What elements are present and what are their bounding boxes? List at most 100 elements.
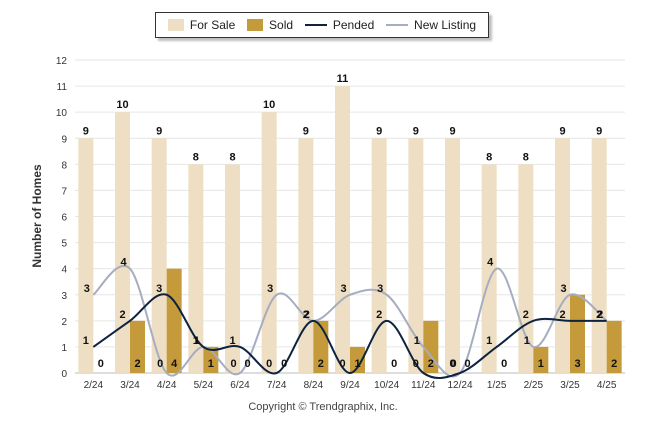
y-tick-label: 3 <box>61 291 67 302</box>
data-label-for-sale: 9 <box>596 125 602 137</box>
legend: For Sale Sold Pended New Listing <box>155 12 489 38</box>
data-label-pended: 0 <box>266 358 272 370</box>
bar-for-sale <box>188 164 204 373</box>
bar-sold <box>533 346 549 373</box>
y-tick-label: 9 <box>61 134 67 145</box>
x-tick-label: 4/24 <box>157 380 177 391</box>
data-label-pended: 0 <box>413 358 419 370</box>
data-label-sold: 2 <box>611 358 617 370</box>
data-label-sold: 0 <box>281 358 287 370</box>
data-label-pended: 1 <box>486 335 492 347</box>
data-label-pended: 2 <box>303 309 309 321</box>
data-label-new-listing: 4 <box>120 257 127 269</box>
y-tick-label: 11 <box>57 82 68 93</box>
data-label-for-sale: 9 <box>156 125 162 137</box>
data-label-pended: 1 <box>229 335 235 347</box>
data-label-pended: 3 <box>156 283 162 295</box>
bar-for-sale <box>335 86 350 373</box>
data-label-new-listing: 0 <box>450 358 456 370</box>
data-label-new-listing: 3 <box>340 283 346 295</box>
y-tick-label: 10 <box>56 108 68 119</box>
data-label-for-sale: 10 <box>263 99 275 111</box>
data-label-for-sale: 10 <box>116 99 128 111</box>
y-tick-label: 1 <box>61 343 67 354</box>
x-tick-label: 2/24 <box>84 380 104 391</box>
legend-label-new-listing: New Listing <box>414 18 477 32</box>
y-tick-label: 6 <box>61 213 67 224</box>
data-label-pended: 0 <box>339 358 345 370</box>
x-tick-label: 1/25 <box>487 380 507 391</box>
data-label-sold: 2 <box>134 358 140 370</box>
data-label-pended: 1 <box>83 335 89 347</box>
bar-for-sale <box>115 112 130 374</box>
bar-for-sale <box>518 164 534 373</box>
data-label-pended: 0 <box>449 358 455 370</box>
data-label-sold: 4 <box>171 358 178 370</box>
series-line-pended <box>92 293 607 379</box>
legend-item-new-listing[interactable]: New Listing <box>386 18 476 32</box>
data-label-new-listing: 1 <box>194 335 200 347</box>
data-label-pended: 2 <box>596 309 602 321</box>
x-tick-label: 6/24 <box>230 380 250 391</box>
data-label-new-listing: 3 <box>377 283 383 295</box>
data-label-for-sale: 8 <box>229 151 235 163</box>
data-label-sold: 1 <box>354 358 360 370</box>
data-label-new-listing: 4 <box>487 257 494 269</box>
bar-for-sale <box>261 112 277 374</box>
data-label-new-listing: 3 <box>84 283 90 295</box>
data-label-for-sale: 9 <box>559 125 565 137</box>
bar-for-sale <box>151 138 167 373</box>
y-tick-label: 5 <box>61 239 67 250</box>
data-label-for-sale: 9 <box>413 125 419 137</box>
data-label-sold: 0 <box>391 358 397 370</box>
data-label-for-sale: 9 <box>303 125 309 137</box>
data-label-sold: 1 <box>208 358 214 370</box>
x-tick-label: 7/24 <box>267 380 287 391</box>
bar-for-sale <box>298 138 314 373</box>
copyright-footer: Copyright © Trendgraphix, Inc. <box>248 401 398 413</box>
bar-sold <box>166 268 182 373</box>
data-label-sold: 0 <box>98 358 104 370</box>
y-tick-label: 4 <box>61 265 67 276</box>
bar-for-sale <box>78 138 94 373</box>
x-tick-label: 3/24 <box>120 380 140 391</box>
data-label-pended: 2 <box>119 309 125 321</box>
bar-for-sale <box>481 164 497 373</box>
legend-item-sold[interactable]: Sold <box>247 18 293 32</box>
legend-label-for-sale: For Sale <box>189 18 236 32</box>
y-tick-label: 7 <box>61 186 67 197</box>
data-label-for-sale: 8 <box>523 151 529 163</box>
x-tick-label: 2/25 <box>524 380 544 391</box>
x-tick-label: 8/24 <box>304 380 324 391</box>
bar-sold <box>130 320 145 373</box>
series-line-new-listing <box>92 264 608 378</box>
data-label-sold: 3 <box>574 358 580 370</box>
x-tick-label: 9/24 <box>340 380 360 391</box>
data-label-new-listing: 1 <box>414 335 420 347</box>
y-tick-label: 0 <box>61 369 67 380</box>
y-tick-label: 12 <box>56 56 68 67</box>
data-label-new-listing: 1 <box>524 335 530 347</box>
x-tick-label: 11/24 <box>411 380 436 391</box>
x-tick-label: 10/24 <box>374 380 399 391</box>
legend-item-for-sale[interactable]: For Sale <box>167 18 236 32</box>
x-tick-label: 5/24 <box>194 380 214 391</box>
data-label-for-sale: 9 <box>376 125 382 137</box>
legend-line-new-listing <box>386 24 409 26</box>
bar-sold <box>570 294 585 373</box>
legend-item-pended[interactable]: Pended <box>304 18 375 32</box>
data-label-sold: 1 <box>538 358 544 370</box>
x-tick-label: 12/24 <box>447 380 472 391</box>
data-label-new-listing: 2 <box>304 309 310 321</box>
x-tick-label: 3/25 <box>560 380 580 391</box>
data-label-new-listing: 3 <box>560 283 566 295</box>
data-label-new-listing: 0 <box>230 358 236 370</box>
bar-for-sale <box>445 138 460 373</box>
data-label-sold: 2 <box>318 358 324 370</box>
bar-for-sale <box>225 164 240 373</box>
x-tick-label: 4/25 <box>597 380 617 391</box>
legend-label-pended: Pended <box>332 18 375 32</box>
bar-for-sale <box>408 138 424 373</box>
